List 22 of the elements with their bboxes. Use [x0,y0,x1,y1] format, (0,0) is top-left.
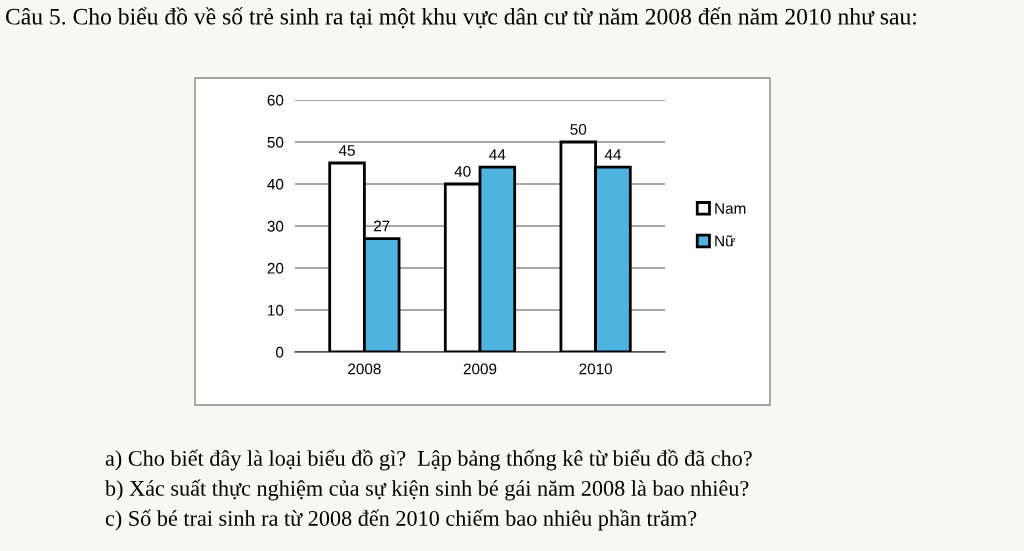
data-label: 44 [604,149,622,160]
data-label: 27 [373,220,390,232]
y-tick-label: 50 [267,136,284,148]
legend-label: Nam [715,203,746,214]
x-tick-label: 2008 [348,363,381,375]
y-tick-label: 40 [267,178,284,190]
legend-label: Nữ [715,235,735,247]
data-label: 45 [338,145,355,156]
y-tick-label: 20 [267,262,284,274]
text: a) Cho biết đây là loại biểu đồ gì? Lập bảng thống kê từ biểu đồ đã cho? [105,449,752,471]
x-tick-label: 2010 [579,363,613,375]
text: b) Xác suất thực nghiệm của sự kiện sinh bé gái năm 2008 là bao nhiêu? [105,479,749,501]
data-label: 40 [454,166,471,177]
y-tick-label: 10 [268,304,284,316]
data-label: 50 [570,124,587,135]
y-tick-label: 60 [267,94,284,106]
x-tick-label: 2009 [463,363,497,375]
y-tick-label: 0 [275,346,284,358]
data-label: 44 [489,149,506,160]
chart-title: Câu 5. Cho biểu đồ về số trẻ sinh ra tại một khu vực dân cư từ năm 2008 đến năm 2010 như sau: [5,7,916,29]
text: c) Số bé trai sinh ra từ 2008 đến 2010 chiếm bao nhiêu phần trăm? [105,509,697,531]
y-tick-label: 30 [267,220,284,232]
